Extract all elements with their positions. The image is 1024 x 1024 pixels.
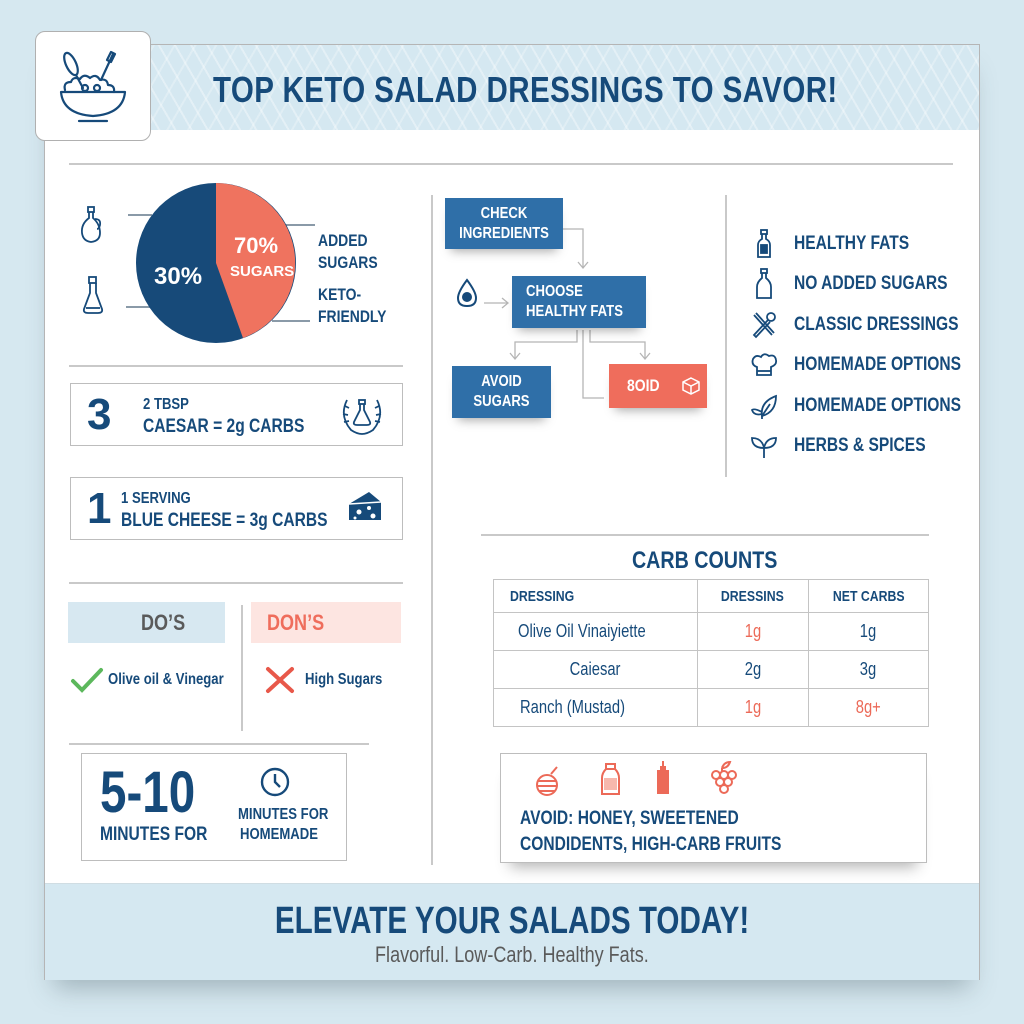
feature-item: HOMEMADE OPTIONS [750, 391, 998, 421]
avoid-line2: CONDIDENTS, HIGH-CARB FRUITS [520, 834, 782, 855]
time-right-line1: MINUTES FOR [238, 806, 329, 823]
table-cell: Ranch (Mustad) [493, 688, 698, 727]
bottle-outline-icon [756, 268, 772, 299]
utensils-crossed-icon [752, 312, 776, 339]
divider [481, 534, 929, 536]
leader-line [128, 214, 152, 216]
table-cell: 3g [807, 650, 930, 689]
pie-label-30: 30% [154, 263, 203, 290]
leaf-icon [750, 394, 777, 419]
avoid-card: AVOID: HONEY, SWEETENED CONDIDENTS, HIGH… [500, 753, 927, 863]
table-cell: 2g [696, 650, 809, 689]
leader-line [272, 320, 310, 322]
page-title: TOP KETO SALAD DRESSINGS TO SAVOR! [213, 69, 838, 110]
grapes-icon [711, 760, 737, 794]
leader-line [283, 224, 315, 226]
time-card: 5-10 MINUTES FOR MINUTES FOR HOMEMADE [81, 753, 347, 861]
time-number: 5-10 [100, 760, 196, 825]
divider [725, 195, 727, 477]
stat-card-blue-cheese: 1 1 SERVING BLUE CHEESE = 3g CARBS [70, 477, 403, 540]
time-right-line2: HOMEMADE [240, 826, 318, 843]
divider [241, 605, 243, 731]
leader-line [126, 306, 150, 308]
flow-connectors [484, 228, 651, 399]
carb-counts-table: DRESSING DRESSINS NET CARBS Olive Oil Vi… [493, 579, 930, 727]
sauce-bottle-icon [657, 761, 669, 794]
table-row: Caiesar 2g 3g [493, 650, 930, 689]
honey-pot-icon [536, 766, 558, 796]
feature-item: HEALTHY FATS [750, 229, 934, 259]
carb-table-title: CARB COUNTS [632, 547, 778, 574]
divider [69, 743, 369, 745]
avocado-icon [456, 278, 478, 308]
stat-line2: BLUE CHEESE = 3g CARBS [121, 510, 328, 531]
flow-step-avoid-sugars: AVOID SUGARS [452, 366, 551, 418]
dos-header: DO’S [68, 602, 225, 643]
donts-header: DON’S [251, 602, 401, 643]
laurel-bottle-icon [342, 399, 382, 435]
column-header: NET CARBS [807, 579, 930, 613]
flow-step-8oid: 8OID [609, 364, 707, 408]
table-cell: Olive Oil Vinaiyiette [493, 612, 698, 651]
header-banner: TOP KETO SALAD DRESSINGS TO SAVOR! [45, 45, 979, 130]
stat-card-caesar: 3 2 TBSP CAESAR = 2g CARBS [70, 383, 403, 446]
feature-item: HOMEMADE OPTIONS [750, 350, 998, 380]
pie-label-70: 70% [234, 233, 279, 258]
column-header: DRESSINS [696, 579, 809, 613]
footer-banner: ELEVATE YOUR SALADS TODAY! Flavorful. Lo… [45, 883, 979, 980]
sprout-icon [751, 437, 777, 458]
legend-keto-friendly: KETO- FRIENDLY [318, 285, 387, 326]
bottle-filled-icon [757, 229, 771, 258]
flow-step-check-ingredients: CHECK INGREDIENTS [445, 198, 563, 249]
checkmark-icon [71, 668, 103, 693]
cube-icon [682, 377, 700, 395]
footer-headline: ELEVATE YOUR SALADS TODAY! [274, 900, 750, 942]
feature-item: CLASSIC DRESSINGS [750, 310, 995, 340]
divider [69, 163, 953, 165]
table-cell: Caiesar [493, 650, 698, 689]
clock-icon [260, 767, 290, 797]
table-cell: 8g+ [807, 688, 930, 727]
dont-item: High Sugars [305, 671, 383, 688]
table-cell: 1g [807, 612, 930, 651]
pie-label-sugars: SUGARS [230, 263, 295, 280]
feature-item: HERBS & SPICES [750, 431, 954, 461]
stat-line1: 2 TBSP [143, 396, 189, 413]
flow-step-choose-healthy-fats: CHOOSE HEALTHY FATS [512, 276, 646, 328]
table-header-row: DRESSING DRESSINS NET CARBS [493, 579, 930, 613]
chef-hat-icon [751, 353, 778, 376]
stat-line2: CAESAR = 2g CARBS [143, 416, 305, 437]
divider [431, 195, 433, 865]
legend-added-sugars: ADDED SUGARS [318, 231, 378, 272]
table-row: Olive Oil Vinaiyiette 1g 1g [493, 612, 930, 651]
table-cell: 1g [696, 612, 809, 651]
oil-cruet-icon [80, 206, 102, 243]
syrup-bottle-icon [601, 763, 620, 795]
table-row: Ranch (Mustad) 1g 8g+ [493, 688, 930, 727]
divider [69, 582, 403, 584]
pie-slice-sugars [216, 183, 296, 338]
time-caption: MINUTES FOR [100, 824, 208, 845]
column-header: DRESSING [493, 579, 698, 613]
cheese-icon [348, 492, 382, 520]
avoid-line1: AVOID: HONEY, SWEETENED [520, 808, 739, 829]
divider [69, 365, 403, 367]
footer-tagline: Flavorful. Low-Carb. Healthy Fats. [375, 942, 649, 967]
stat-number: 3 [87, 390, 112, 439]
do-item: Olive oil & Vinegar [108, 671, 224, 688]
cross-icon [266, 667, 294, 693]
pie-chart: 30% 70% SUGARS [136, 183, 296, 343]
feature-item: NO ADDED SUGARS [750, 268, 981, 299]
logo-box [35, 31, 151, 141]
salad-bowl-whisk-icon [59, 50, 127, 123]
table-cell: 1g [696, 688, 809, 727]
stat-number: 1 [87, 484, 112, 533]
vinegar-bottle-icon [82, 276, 104, 314]
stat-line1: 1 SERVING [121, 490, 191, 507]
